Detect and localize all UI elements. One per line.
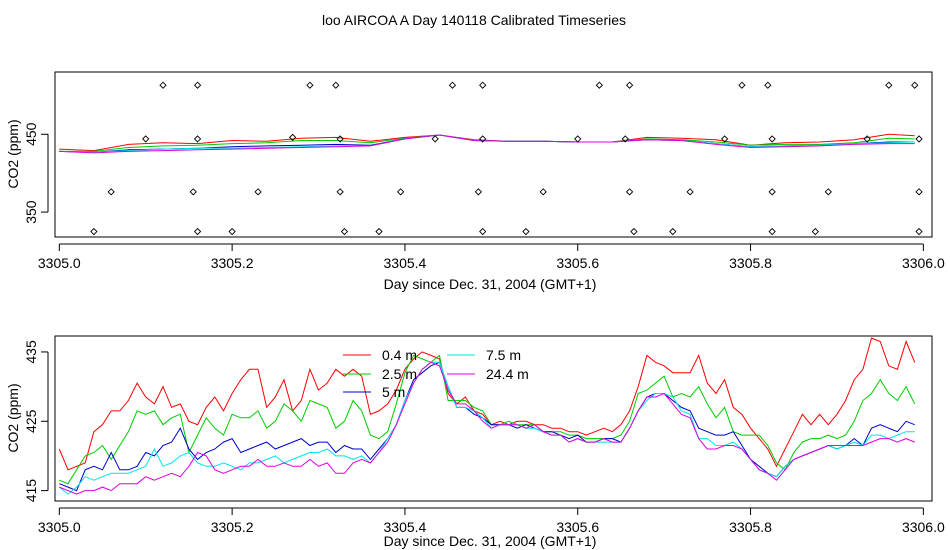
data-point [738, 81, 746, 89]
data-point [768, 227, 776, 236]
y-tick-label: 435 [23, 340, 39, 364]
y-tick-label: 425 [23, 409, 39, 433]
bottom-series-group [58, 337, 916, 495]
data-point [915, 227, 923, 236]
data-point [824, 188, 832, 196]
data-point [621, 135, 629, 143]
x-tick-label: 3305.8 [729, 519, 772, 535]
data-point [479, 135, 487, 143]
bottom-panel: 3305.0 3305.2 3305.4 3305.6 3305.8 3306.0 415… [5, 335, 945, 549]
x-tick-label: 3306.0 [902, 519, 945, 535]
data-point [863, 135, 871, 143]
series-line-1 [58, 337, 916, 471]
data-point [193, 135, 202, 143]
data-point [228, 227, 236, 236]
data-point [768, 188, 776, 196]
x-tick-label: 3305.4 [384, 255, 427, 271]
data-point [686, 188, 694, 196]
data-point [625, 188, 634, 196]
x-tick-label: 3306.0 [902, 255, 945, 271]
data-point [669, 227, 677, 236]
top-panel: 3305.0 3305.2 3305.4 3305.6 3305.8 3306.0 350… [5, 71, 945, 292]
x-tick-label: 3305.6 [556, 255, 599, 271]
data-point [306, 81, 314, 89]
legend: 0.4 m 2.5 m 5 m 7.5 m 24.4 m [343, 347, 529, 400]
top-marker-group [90, 81, 923, 236]
data-point [189, 188, 197, 196]
data-point [764, 81, 772, 89]
data-point [159, 81, 167, 89]
top-series-group [59, 133, 915, 154]
series-line-5 [59, 134, 915, 154]
data-point [539, 188, 547, 196]
data-point [915, 135, 923, 143]
data-point [90, 227, 98, 236]
data-point [911, 81, 919, 89]
data-point [254, 188, 262, 196]
x-tick-label: 3305.2 [211, 519, 254, 535]
series-line-5 [59, 361, 915, 495]
data-point [336, 188, 344, 196]
bottom-plot-frame [54, 335, 933, 502]
data-point [768, 135, 776, 143]
x-tick-label: 3305.8 [729, 255, 772, 271]
top-plot-frame [54, 71, 933, 238]
legend-label: 5 m [382, 384, 405, 400]
y-tick-label: 415 [23, 479, 39, 503]
data-point [479, 81, 487, 89]
top-y-axis-label: CO2 (ppm) [5, 119, 21, 188]
data-point [288, 133, 297, 142]
data-point [574, 135, 582, 143]
data-point [720, 135, 729, 143]
data-point [431, 135, 439, 143]
data-point [885, 81, 893, 89]
top-x-axis-label: Day since Dec. 31, 2004 (GMT+1) [384, 276, 597, 292]
top-x-axis: 3305.0 3305.2 3305.4 3305.6 3305.8 3306.0 [38, 243, 945, 271]
legend-label: 2.5 m [382, 366, 417, 382]
x-tick-label: 3305.4 [384, 519, 427, 535]
data-point [625, 81, 634, 89]
data-point [448, 81, 457, 89]
bottom-y-axis: 415 425 435 [23, 340, 49, 503]
data-point [474, 188, 483, 196]
figure-title: loo AIRCOA A Day 140118 Calibrated Times… [322, 12, 626, 28]
series-line-2 [59, 354, 916, 485]
data-point [107, 188, 115, 196]
data-point [336, 135, 344, 143]
data-point [375, 227, 383, 236]
data-point [479, 227, 487, 236]
bottom-y-axis-label: CO2 (ppm) [5, 383, 21, 452]
x-tick-label: 3305.0 [38, 519, 81, 535]
x-tick-label: 3305.6 [556, 519, 599, 535]
bottom-x-axis-label: Day since Dec. 31, 2004 (GMT+1) [384, 533, 597, 549]
data-point [142, 135, 150, 143]
legend-label: 7.5 m [486, 347, 521, 363]
legend-label: 24.4 m [486, 366, 529, 382]
series-line-4 [58, 361, 915, 495]
data-point [630, 227, 638, 236]
y-tick-label: 450 [23, 122, 39, 146]
data-point [193, 227, 202, 236]
top-y-axis: 350 450 [23, 122, 49, 224]
bottom-x-axis: 3305.0 3305.2 3305.4 3305.6 3305.8 3306.0 [38, 507, 945, 535]
data-point [193, 81, 202, 89]
data-point [340, 227, 349, 236]
data-point [522, 227, 530, 236]
y-tick-label: 350 [23, 200, 39, 224]
data-point [396, 188, 405, 196]
data-point [811, 227, 819, 236]
data-point [595, 81, 603, 89]
x-tick-label: 3305.2 [211, 255, 254, 271]
x-tick-label: 3305.0 [38, 255, 81, 271]
data-point [915, 188, 923, 196]
legend-label: 0.4 m [382, 347, 417, 363]
data-point [332, 81, 340, 89]
